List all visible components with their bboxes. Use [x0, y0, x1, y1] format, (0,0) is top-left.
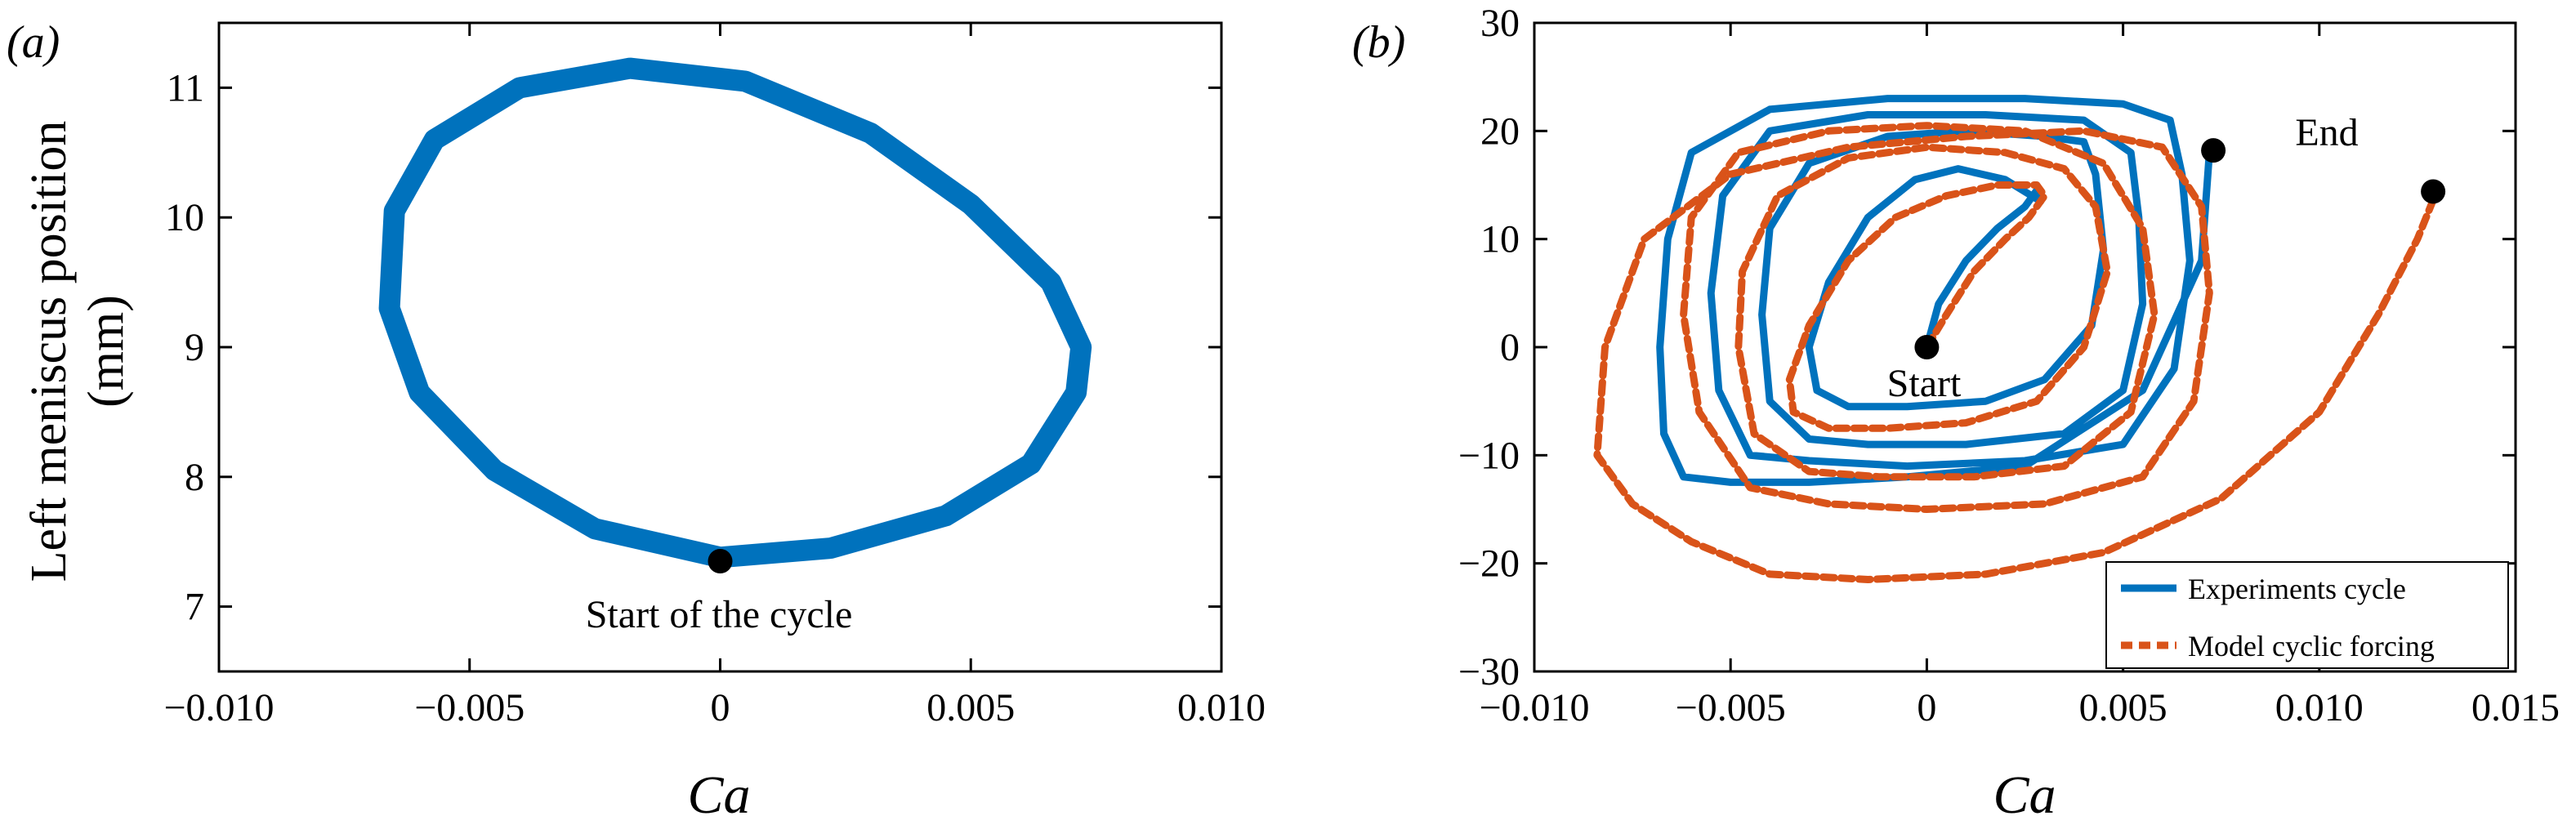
panel-a: (a) −0.010 −0.005 0 0.005 0.010 7 8 9 10 11 Start…	[7, 17, 1266, 825]
panel-a-y-tick-label: 9	[185, 326, 204, 369]
panel-a-y-tick-label: 11	[167, 66, 204, 109]
panel-b-ticks: −0.010 −0.005 0 0.005 0.010 0.015 −30 −20 −10 0 10…	[1458, 2, 2560, 729]
panel-a-y-tick-label: 10	[165, 196, 204, 239]
panel-a-ticks: −0.010 −0.005 0 0.005 0.010 7 8 9 10 11	[163, 23, 1266, 729]
panel-a-y-axis-label-line1: Left meniscus position	[21, 121, 77, 582]
panel-a-y-tick-label: 8	[185, 456, 204, 499]
panel-b-point-marker	[1914, 335, 1940, 359]
panel-b-y-tick-label: 10	[1480, 218, 1520, 261]
panel-a-label: (a)	[7, 17, 60, 68]
panel-a-x-tick-label: 0.010	[1177, 686, 1266, 729]
panel-b-y-tick-label: −20	[1458, 542, 1520, 586]
panel-b-y-tick-label: 30	[1480, 2, 1520, 45]
panel-b-x-tick-label: 0	[1917, 686, 1936, 729]
panel-a-series-1-line	[378, 57, 1092, 569]
panel-a-markers	[708, 549, 733, 574]
panel-b-series-2-line	[1593, 122, 2441, 583]
panel-b-annotation-end: End	[2295, 111, 2358, 154]
panel-b-y-tick-label: 20	[1480, 109, 1520, 153]
panel-b-series	[1593, 95, 2441, 583]
panel-a-point-marker	[708, 549, 733, 574]
panel-a-x-tick-label: 0.005	[926, 686, 1015, 729]
panel-a-series	[378, 57, 1092, 569]
panel-b-markers	[1914, 138, 2446, 359]
panel-b-y-tick-label: −30	[1458, 650, 1520, 694]
panel-b-label: (b)	[1352, 17, 1405, 68]
panel-b-x-tick-label: 0.010	[2275, 686, 2364, 729]
panel-a-x-axis-label: Ca	[687, 765, 750, 825]
panel-a-x-tick-label: −0.005	[414, 686, 525, 729]
panel-a-x-tick-label: −0.010	[163, 686, 274, 729]
panel-a-y-axis-label-line2: (mm)	[78, 295, 134, 408]
panel-b-x-tick-label: −0.010	[1479, 686, 1589, 729]
legend-label-experiments: Experiments cycle	[2188, 573, 2406, 605]
panel-b: (b) −0.010 −0.005 0 0.005 0.010 0.015 −30 −20 −1…	[1352, 2, 2560, 825]
panel-b-x-tick-label: −0.005	[1676, 686, 1786, 729]
legend-label-model: Model cyclic forcing	[2188, 630, 2435, 662]
panel-b-point-marker	[2421, 179, 2446, 204]
panel-b-x-tick-label: 0.015	[2471, 686, 2560, 729]
panel-b-annotation-start: Start	[1887, 362, 1962, 405]
panel-b-legend: Experiments cycle Model cyclic forcing	[2105, 561, 2509, 669]
legend-box	[2105, 561, 2509, 669]
panel-a-annotation-start: Start of the cycle	[586, 593, 853, 636]
panel-b-y-tick-label: −10	[1458, 434, 1520, 477]
panel-a-y-tick-label: 7	[185, 586, 204, 629]
panel-b-y-tick-label: 0	[1500, 326, 1520, 369]
panel-b-x-tick-label: 0.005	[2079, 686, 2168, 729]
panel-b-point-marker	[2201, 138, 2226, 163]
panel-b-x-axis-label: Ca	[1993, 765, 2056, 825]
panel-a-x-tick-label: 0	[711, 686, 730, 729]
